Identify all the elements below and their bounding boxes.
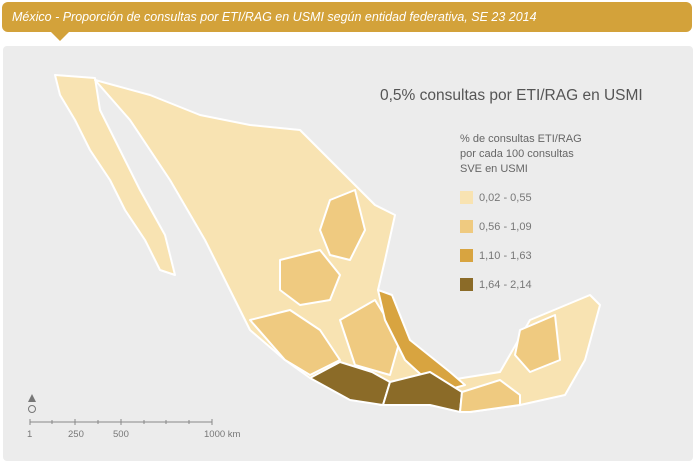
- legend-swatch: [460, 249, 473, 262]
- legend-title-line: por cada 100 consultas: [460, 148, 574, 160]
- state-region[interactable]: [279, 249, 341, 306]
- north-arrow-icon: [28, 394, 36, 413]
- legend-label: 0,02 - 0,55: [479, 191, 532, 204]
- legend-swatch: [460, 191, 473, 204]
- scale-label: 1000 km: [204, 429, 241, 440]
- legend-item: 1,64 - 2,14: [460, 278, 532, 291]
- header-banner: México - Proporción de consultas por ETI…: [2, 2, 692, 32]
- state-region[interactable]: [319, 189, 366, 261]
- legend-title-line: % de consultas ETI/RAG: [460, 133, 582, 145]
- legend-label: 1,64 - 2,14: [479, 278, 532, 291]
- header-pointer: [50, 31, 70, 41]
- legend-swatch: [460, 278, 473, 291]
- legend-title: % de consultas ETI/RAG por cada 100 consu…: [460, 132, 582, 177]
- legend-title-line: SVE en USMI: [460, 163, 528, 175]
- legend-item: 0,56 - 1,09: [460, 220, 532, 233]
- baja-california-region[interactable]: [54, 74, 176, 276]
- scale-label: 1: [27, 429, 33, 440]
- yucatan-region[interactable]: [514, 314, 561, 373]
- scale-label: 500: [113, 429, 129, 440]
- legend-label: 0,56 - 1,09: [479, 220, 532, 233]
- legend-swatch: [460, 220, 473, 233]
- veracruz-region[interactable]: [377, 289, 466, 393]
- scale-bar: [29, 419, 213, 425]
- header-title: México - Proporción de consultas por ETI…: [12, 10, 537, 24]
- state-region[interactable]: [249, 309, 341, 376]
- map-title: 0,5% consultas por ETI/RAG en USMI: [380, 87, 643, 104]
- legend-label: 1,10 - 1,63: [479, 249, 532, 262]
- chiapas-region[interactable]: [459, 379, 521, 413]
- legend-item: 1,10 - 1,63: [460, 249, 532, 262]
- legend-item: 0,02 - 0,55: [460, 191, 532, 204]
- scale-label: 250: [68, 429, 84, 440]
